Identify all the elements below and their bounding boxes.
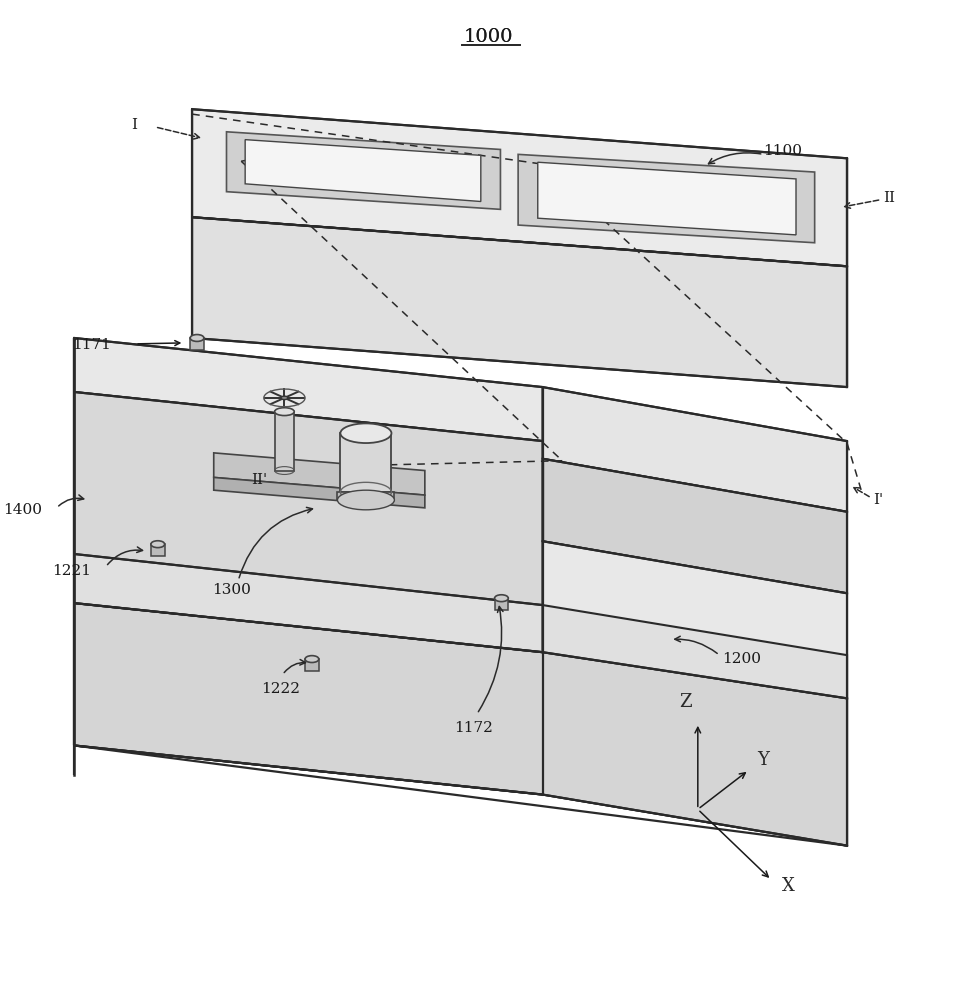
Polygon shape	[214, 477, 425, 508]
Ellipse shape	[274, 408, 294, 416]
Polygon shape	[151, 544, 165, 556]
Polygon shape	[274, 412, 294, 471]
Polygon shape	[214, 453, 425, 495]
Polygon shape	[190, 338, 204, 350]
Polygon shape	[543, 387, 847, 512]
Polygon shape	[538, 162, 796, 235]
Ellipse shape	[495, 595, 508, 602]
Text: 1400: 1400	[3, 503, 42, 517]
Ellipse shape	[338, 490, 394, 510]
Polygon shape	[74, 603, 847, 846]
Text: 1300: 1300	[212, 583, 250, 597]
Polygon shape	[543, 605, 847, 698]
Text: 1200: 1200	[722, 652, 761, 666]
Polygon shape	[192, 217, 847, 387]
Polygon shape	[543, 652, 847, 846]
Polygon shape	[495, 598, 508, 610]
Polygon shape	[226, 132, 501, 209]
Ellipse shape	[281, 396, 288, 400]
Polygon shape	[338, 492, 394, 500]
Polygon shape	[518, 154, 814, 243]
Ellipse shape	[340, 423, 391, 443]
Text: II: II	[883, 191, 896, 205]
Polygon shape	[305, 659, 318, 671]
Polygon shape	[74, 338, 543, 441]
Text: 1000: 1000	[464, 28, 513, 46]
Polygon shape	[246, 140, 480, 202]
Text: 1222: 1222	[261, 682, 300, 696]
Text: II': II'	[251, 473, 268, 487]
Text: 1000: 1000	[464, 28, 513, 46]
Ellipse shape	[151, 541, 165, 548]
Text: Y: Y	[757, 751, 768, 769]
Polygon shape	[74, 603, 543, 795]
Polygon shape	[543, 459, 847, 593]
Text: I': I'	[874, 493, 883, 507]
Text: X: X	[783, 877, 795, 895]
Text: 1100: 1100	[763, 144, 803, 158]
Text: I: I	[131, 118, 137, 132]
Polygon shape	[192, 109, 847, 266]
Text: Z: Z	[679, 693, 691, 711]
Polygon shape	[74, 554, 543, 652]
Ellipse shape	[305, 656, 318, 663]
Polygon shape	[340, 433, 391, 492]
Text: 1221: 1221	[52, 564, 91, 578]
Polygon shape	[74, 392, 543, 652]
Text: 1172: 1172	[455, 721, 493, 735]
Polygon shape	[543, 541, 847, 698]
Ellipse shape	[190, 335, 204, 341]
Text: 1171: 1171	[72, 338, 110, 352]
